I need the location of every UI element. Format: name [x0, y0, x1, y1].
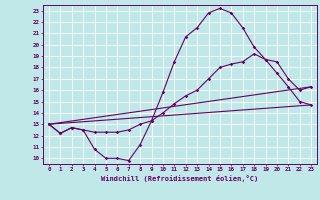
X-axis label: Windchill (Refroidissement éolien,°C): Windchill (Refroidissement éolien,°C) — [101, 175, 259, 182]
